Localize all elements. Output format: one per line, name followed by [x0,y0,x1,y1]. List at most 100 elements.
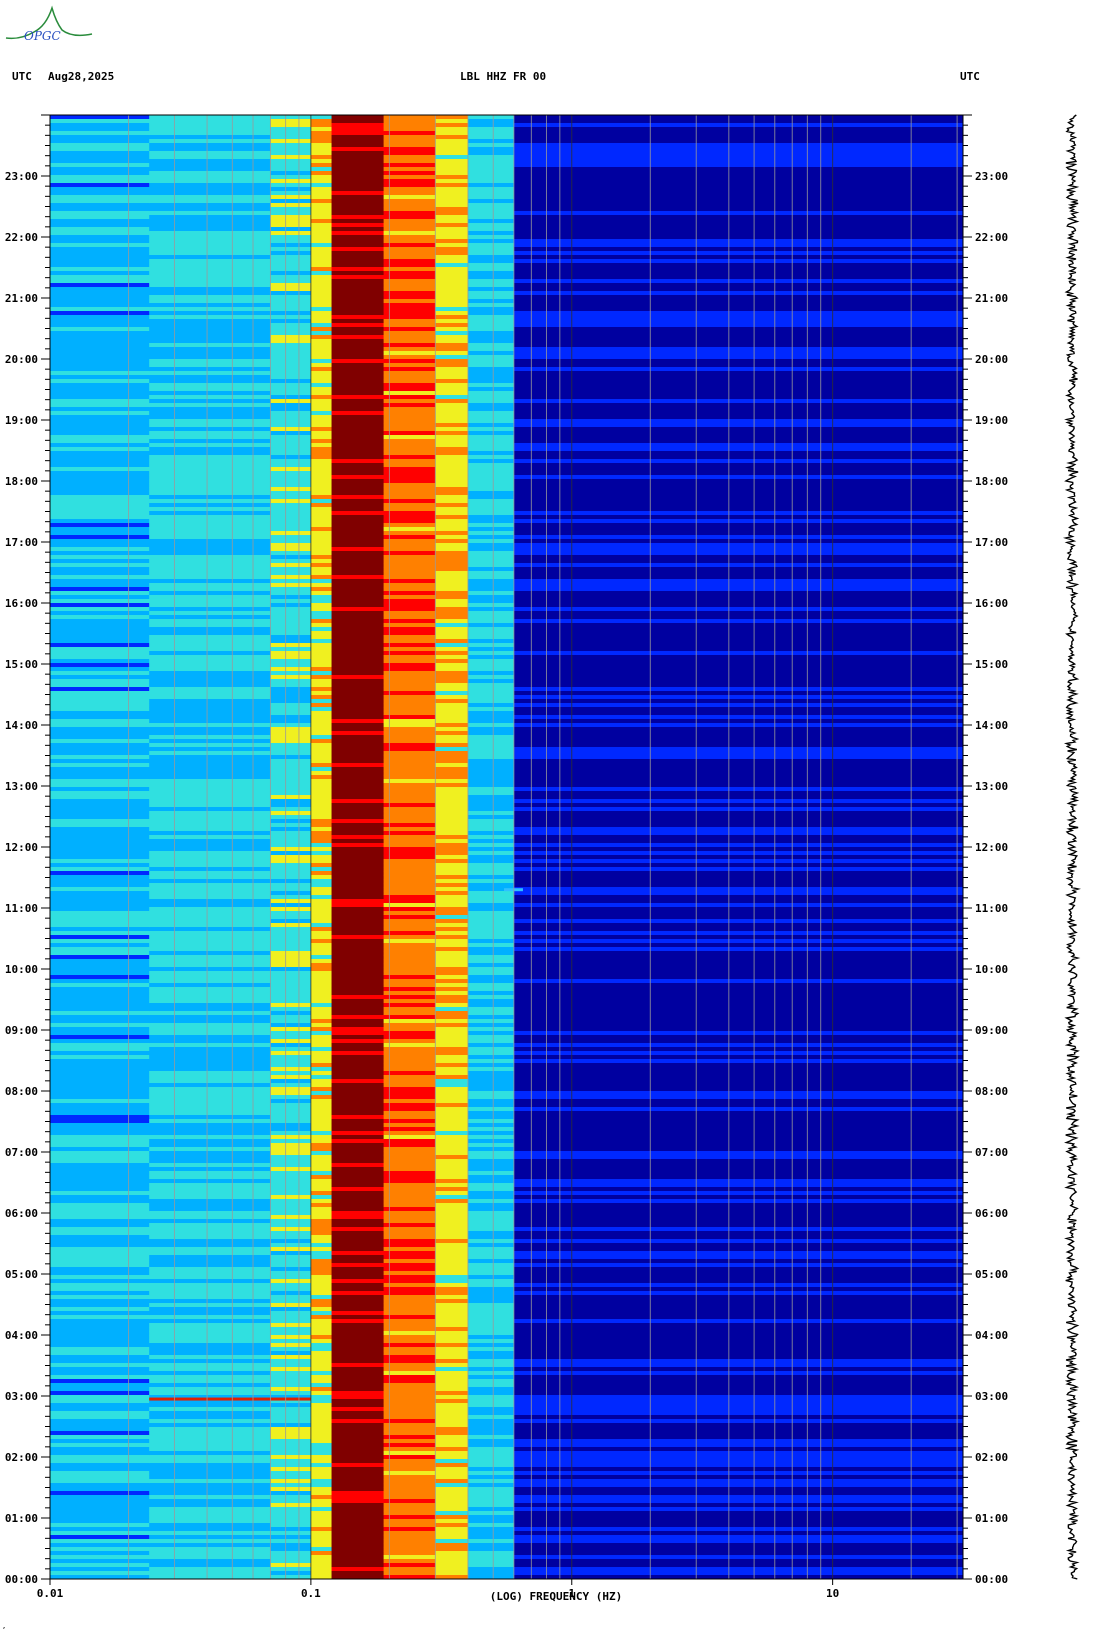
spectral-cell [50,983,150,988]
spectral-cell [331,887,385,892]
spectral-cell [50,351,150,356]
spectral-cell [50,623,150,628]
spectral-cell [331,939,385,944]
spectral-cell [467,135,515,140]
spectral-cell [435,987,469,992]
spectral-cell [383,699,436,704]
spectral-cell [331,439,385,444]
spectral-cell [513,1343,963,1348]
spectral-cell [50,875,150,880]
spectral-cell [310,747,333,752]
spectral-cell [310,671,333,676]
spectral-cell [270,715,312,720]
spectral-cell [310,135,333,140]
trace-line [1062,114,1081,1580]
spectral-cell [310,927,333,932]
spectral-cell [467,975,515,980]
spectral-cell [435,1535,469,1540]
spectral-cell [149,1367,271,1372]
spectral-cell [513,495,963,500]
spectral-cell [513,1139,963,1144]
spectral-cell [383,1287,436,1292]
spectral-cell [435,1471,469,1476]
spectral-cell [149,1155,271,1160]
spectral-cell [383,435,436,440]
spectral-cell [149,359,271,364]
spectral-cell [383,335,436,340]
spectral-cell [435,959,469,964]
spectral-cell [513,739,963,744]
spectral-cell [149,579,271,584]
spectral-cell [331,827,385,832]
spectral-cell [435,923,469,928]
spectral-cell [310,843,333,848]
spectral-cell [513,1223,963,1228]
spectral-cell [435,1251,469,1256]
y-tick-label-right: 22:00 [975,231,1008,244]
y-tick-label-right: 02:00 [975,1451,1008,1464]
spectral-cell [513,1283,963,1288]
spectral-cell [270,891,312,896]
spectral-cell [270,955,312,960]
spectral-cell [310,1407,333,1412]
spectral-cell [149,1267,271,1272]
spectral-cell [149,371,271,376]
spectral-cell [270,603,312,608]
spectral-cell [310,1419,333,1424]
spectral-cell [383,1007,436,1012]
spectral-cell [50,127,150,132]
spectral-cell [310,1355,333,1360]
spectral-cell [513,367,963,372]
spectral-cell [435,223,469,228]
spectral-cell [435,783,469,788]
spectral-cell [467,139,515,144]
spectral-cell [149,1567,271,1572]
spectral-cell [310,587,333,592]
spectral-cell [310,839,333,844]
spectral-cell [435,1427,469,1432]
spectral-cell [310,871,333,876]
spectral-cell [513,895,963,900]
spectral-cell [383,623,436,628]
spectral-cell [149,823,271,828]
spectral-cell [513,1315,963,1320]
spectral-cell [149,1527,271,1532]
spectral-cell [435,151,469,156]
spectral-cell [310,1399,333,1404]
spectral-cell [513,847,963,852]
spectral-cell [383,891,436,896]
spectral-cell [467,799,515,804]
spectral-cell [50,991,150,996]
spectral-cell [331,275,385,280]
spectral-cell [383,835,436,840]
spectral-cell [331,343,385,348]
spectral-cell [467,1235,515,1240]
spectral-cell [310,175,333,180]
spectral-cell [270,1047,312,1052]
spectral-cell [513,331,963,336]
spectral-cell [383,1339,436,1344]
spectral-cell [513,1295,963,1300]
spectral-cell [513,1287,963,1292]
spectral-cell [149,1043,271,1048]
spectral-cell [331,1007,385,1012]
spectral-cell [467,1463,515,1468]
spectral-cell [467,1187,515,1192]
spectral-cell [270,1299,312,1304]
spectral-cell [270,659,312,664]
spectral-cell [513,1111,963,1116]
spectral-cell [270,799,312,804]
spectral-cell [467,1039,515,1044]
spectral-cell [513,1071,963,1076]
spectral-cell [331,843,385,848]
spectral-cell [435,1435,469,1440]
spectral-cell [383,671,436,676]
spectral-cell [467,275,515,280]
spectral-cell [331,139,385,144]
spectral-cell [310,1063,333,1068]
spectral-cell [331,1275,385,1280]
spectral-cell [513,243,963,248]
spectral-cell [331,987,385,992]
spectral-cell [435,563,469,568]
spectral-cell [310,815,333,820]
